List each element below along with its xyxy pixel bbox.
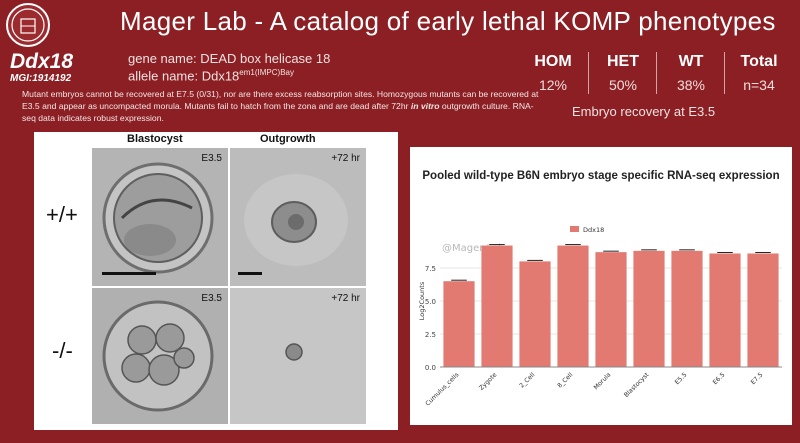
bar — [595, 252, 627, 367]
stage-tag: +72 hr — [331, 153, 360, 164]
x-tick-label: E5.5 — [674, 371, 689, 386]
column-header-outgrowth: Outgrowth — [260, 133, 316, 145]
column-header-blastocyst: Blastocyst — [127, 133, 183, 145]
image-mut-outgrowth: +72 hr — [230, 288, 366, 424]
stat-label: HET — [607, 53, 639, 70]
stat-het: HET 50% — [590, 50, 656, 96]
image-wt-blastocyst: E3.5 — [92, 148, 228, 286]
recovery-stats: HOM 12% HET 50% WT 38% Total n=34 — [520, 50, 795, 100]
bar — [747, 253, 779, 367]
recovery-caption: Embryo recovery at E3.5 — [572, 104, 716, 119]
x-tick-label: Blastocyst — [623, 371, 651, 399]
gene-name: gene name: DEAD box helicase 18 — [128, 51, 331, 66]
mgi-id: MGI:1914192 — [10, 73, 72, 84]
x-tick-label: E7.5 — [750, 371, 765, 386]
bar — [633, 250, 665, 367]
phenotype-description: Mutant embryos cannot be recovered at E7… — [22, 88, 542, 124]
bar — [481, 245, 513, 367]
stat-total: Total n=34 — [726, 50, 792, 96]
stat-value: 50% — [608, 77, 638, 93]
row-label-mutant: -/- — [52, 338, 73, 363]
bar — [557, 245, 589, 367]
expression-bar-chart: 0.0 2.5 5.0 7.5 Log2Counts Ddx18 @Mager Lab Cum… — [418, 226, 782, 408]
chart-title: Pooled wild-type B6N embryo stage specif… — [422, 170, 780, 182]
bar — [671, 250, 703, 367]
stat-value: 12% — [538, 77, 568, 93]
legend-label: Ddx18 — [583, 226, 604, 234]
legend-swatch — [570, 226, 579, 232]
bar — [519, 261, 551, 367]
y-tick-label: 7.5 — [425, 265, 436, 273]
y-axis-label: Log2Counts — [418, 281, 426, 320]
x-tick-label: 8_Cell — [556, 371, 574, 389]
stat-wt: WT 38% — [658, 50, 724, 96]
x-tick-label: Zygote — [478, 371, 499, 392]
stat-value: n=34 — [743, 77, 775, 93]
allele-prefix: allele name: Ddx18 — [128, 68, 240, 84]
stat-divider — [724, 52, 725, 94]
page-title: Mager Lab - A catalog of early lethal KO… — [120, 6, 776, 36]
y-tick-label: 0.0 — [425, 364, 436, 372]
stat-label: Total — [740, 53, 778, 70]
watermark: @Mager Lab — [442, 243, 505, 254]
x-tick-label: 2_Cell — [518, 371, 536, 389]
university-seal-logo — [6, 3, 50, 47]
stat-divider — [656, 52, 657, 94]
allele-superscript: em1(IMPC)Bay — [239, 68, 294, 77]
stat-divider — [588, 52, 589, 94]
image-wt-outgrowth: +72 hr — [230, 148, 366, 286]
scale-bar — [238, 272, 262, 275]
bar — [443, 281, 475, 367]
stat-value: 38% — [676, 77, 706, 93]
y-tick-label: 2.5 — [425, 331, 436, 339]
stat-label: HOM — [534, 53, 572, 70]
y-tick-label: 5.0 — [425, 298, 436, 306]
x-tick-label: Cumulus_cells — [424, 371, 460, 407]
row-label-wildtype: +/+ — [46, 202, 78, 227]
allele-name: allele name: Ddx18em1(IMPC)Bay — [128, 68, 294, 83]
rnaseq-chart-panel: Pooled wild-type B6N embryo stage specif… — [410, 147, 792, 425]
stage-tag: +72 hr — [331, 293, 360, 304]
image-mut-blastocyst: E3.5 — [92, 288, 228, 424]
description-text: Mutant embryos cannot be recovered at E7… — [22, 89, 539, 111]
stage-tag: E3.5 — [201, 153, 222, 164]
gene-symbol: Ddx18 — [10, 50, 74, 73]
description-text-end: outgrowth culture. RNA-seq data indicate… — [22, 101, 534, 123]
x-tick-label: Morula — [593, 371, 613, 391]
stat-hom: HOM 12% — [520, 50, 586, 96]
description-emphasis: in vitro — [410, 101, 440, 111]
stat-label: WT — [678, 53, 704, 70]
scale-bar — [102, 272, 156, 275]
stage-tag: E3.5 — [201, 293, 222, 304]
bar — [709, 253, 741, 367]
x-tick-label: E6.5 — [712, 371, 727, 386]
